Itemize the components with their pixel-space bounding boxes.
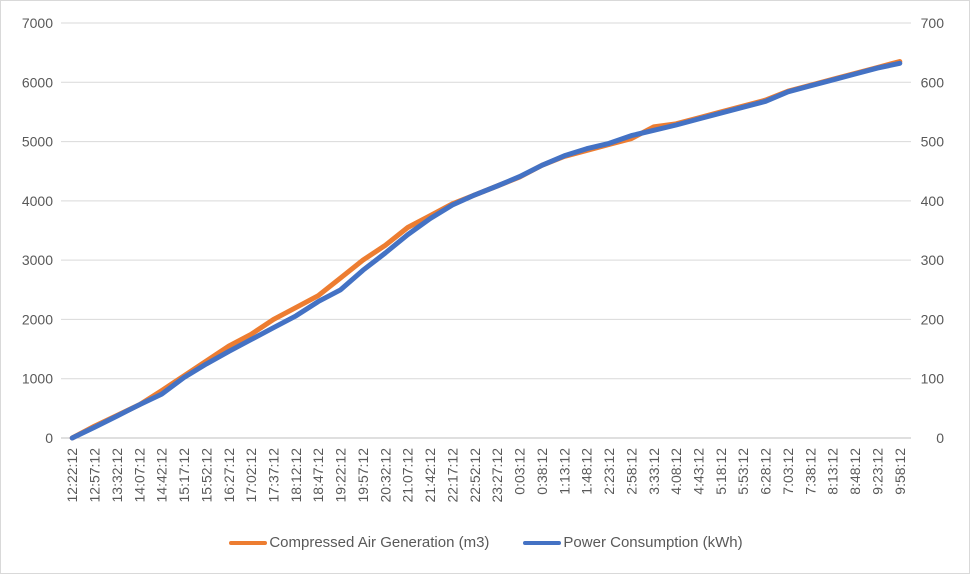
x-tick-label: 0:03:12 xyxy=(512,448,528,495)
y2-tick-label: 300 xyxy=(921,252,945,268)
y2-tick-label: 200 xyxy=(921,311,945,327)
x-tick-label: 6:28:12 xyxy=(758,448,774,495)
x-tick-label: 2:23:12 xyxy=(601,448,617,495)
legend-label: Power Consumption (kWh) xyxy=(563,534,742,551)
y-tick-label: 3000 xyxy=(22,252,53,268)
legend-label: Compressed Air Generation (m3) xyxy=(269,534,489,551)
x-tick-label: 4:08:12 xyxy=(668,448,684,495)
x-tick-label: 22:17:12 xyxy=(444,448,460,503)
x-tick-label: 9:58:12 xyxy=(892,448,908,495)
x-tick-label: 12:57:12 xyxy=(87,448,103,503)
x-tick-label: 14:07:12 xyxy=(131,448,147,503)
x-tick-label: 18:12:12 xyxy=(288,448,304,503)
x-tick-label: 17:37:12 xyxy=(266,448,282,503)
x-tick-label: 19:22:12 xyxy=(333,448,349,503)
series-line-air-generation xyxy=(72,62,900,439)
x-tick-label: 8:13:12 xyxy=(825,448,841,495)
y2-tick-label: 700 xyxy=(921,15,945,31)
x-tick-label: 13:32:12 xyxy=(109,448,125,503)
y2-tick-label: 0 xyxy=(936,430,944,446)
x-tick-label: 21:07:12 xyxy=(400,448,416,503)
x-tick-label: 1:48:12 xyxy=(579,448,595,495)
x-tick-label: 1:13:12 xyxy=(556,448,572,495)
legend-item-power: Power Consumption (kWh) xyxy=(523,534,742,551)
x-tick-label: 23:27:12 xyxy=(489,448,505,503)
x-tick-label: 14:42:12 xyxy=(154,448,170,503)
x-tick-label: 17:02:12 xyxy=(243,448,259,503)
x-tick-label: 15:52:12 xyxy=(198,448,214,503)
x-tick-label: 12:22:12 xyxy=(64,448,80,503)
legend-swatch-blue xyxy=(523,541,561,545)
x-tick-label: 4:43:12 xyxy=(691,448,707,495)
y-tick-label: 1000 xyxy=(22,371,53,387)
x-tick-label: 2:58:12 xyxy=(623,448,639,495)
x-tick-label: 22:52:12 xyxy=(467,448,483,503)
y-tick-label: 4000 xyxy=(22,193,53,209)
x-tick-label: 18:47:12 xyxy=(310,448,326,503)
x-tick-label: 7:38:12 xyxy=(802,448,818,495)
y-tick-label: 6000 xyxy=(22,74,53,90)
legend: Compressed Air Generation (m3) Power Con… xyxy=(1,534,970,551)
x-tick-label: 3:33:12 xyxy=(646,448,662,495)
y2-tick-label: 600 xyxy=(921,74,945,90)
x-tick-label: 16:27:12 xyxy=(221,448,237,503)
x-tick-label: 9:23:12 xyxy=(869,448,885,495)
y-tick-label: 7000 xyxy=(22,15,53,31)
legend-swatch-orange xyxy=(229,541,267,545)
y-tick-label: 0 xyxy=(45,430,53,446)
x-tick-label: 15:17:12 xyxy=(176,448,192,503)
y2-tick-label: 100 xyxy=(921,371,945,387)
y2-tick-label: 500 xyxy=(921,134,945,150)
x-tick-label: 19:57:12 xyxy=(355,448,371,503)
y2-tick-label: 400 xyxy=(921,193,945,209)
x-tick-label: 21:42:12 xyxy=(422,448,438,503)
series-line-power-consumption xyxy=(72,63,900,438)
x-tick-label: 5:53:12 xyxy=(735,448,751,495)
y-tick-label: 5000 xyxy=(22,134,53,150)
x-tick-label: 7:03:12 xyxy=(780,448,796,495)
x-tick-label: 8:48:12 xyxy=(847,448,863,495)
x-tick-label: 5:18:12 xyxy=(713,448,729,495)
x-tick-label: 20:32:12 xyxy=(377,448,393,503)
y-tick-label: 2000 xyxy=(22,311,53,327)
x-tick-label: 0:38:12 xyxy=(534,448,550,495)
legend-item-air: Compressed Air Generation (m3) xyxy=(229,534,489,551)
